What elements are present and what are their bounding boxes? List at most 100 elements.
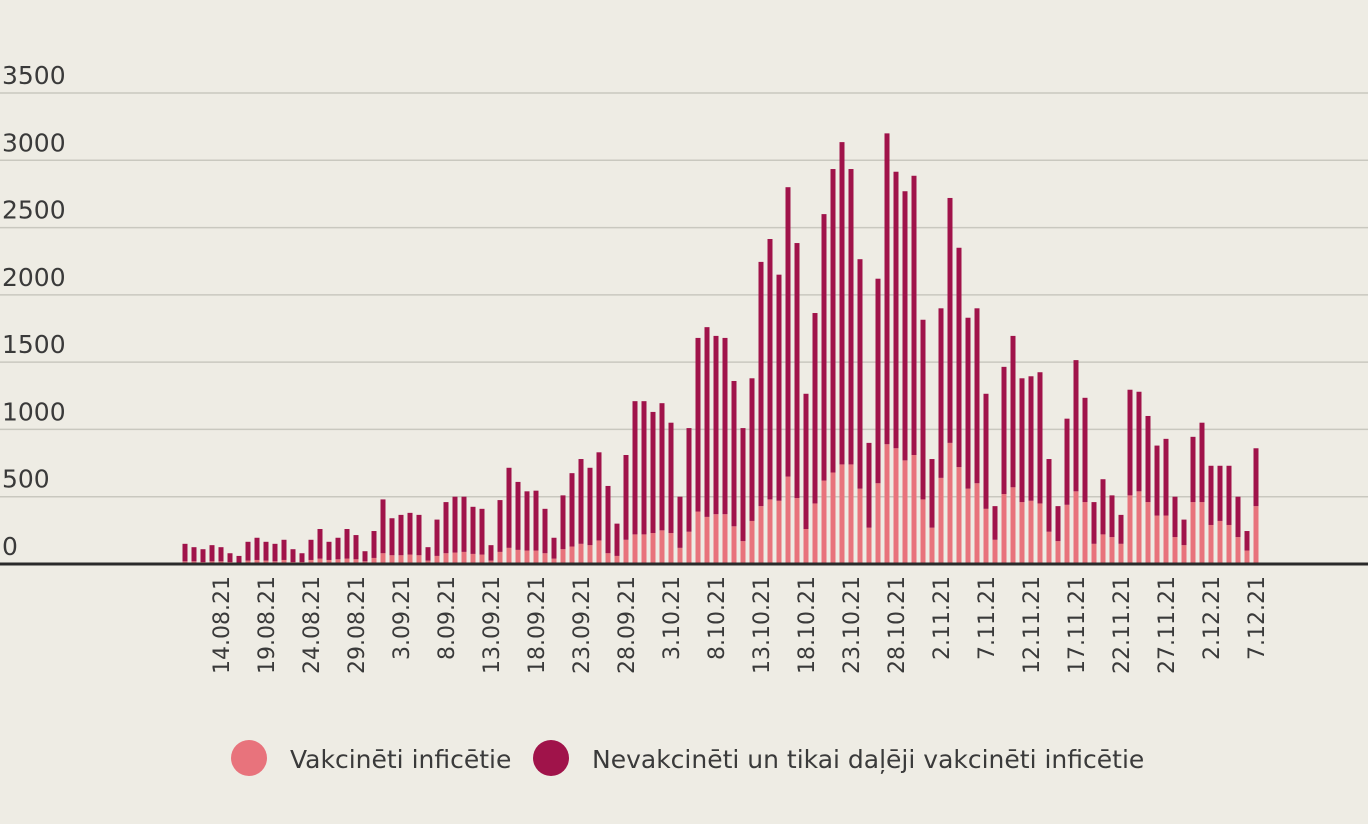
bar-segment (326, 559, 332, 564)
bar-segment (254, 559, 260, 564)
bar-segment (1001, 366, 1007, 495)
bar-segment (686, 531, 692, 564)
bar-segment (938, 477, 944, 564)
x-tick-label: 27.11.21 (1155, 576, 1180, 674)
bar-segment (731, 526, 737, 564)
x-tick-label: 13.10.21 (750, 576, 775, 674)
bar-segment (389, 555, 395, 564)
bar-segment (641, 534, 647, 564)
bar-segment (353, 559, 359, 564)
bar-segment (956, 467, 962, 564)
bar-segment (488, 560, 494, 564)
bar-segment (803, 393, 809, 530)
bar-segment (1217, 520, 1223, 564)
bar-segment (1163, 515, 1169, 564)
bar-segment (695, 337, 701, 512)
bar-segment (776, 500, 782, 564)
bar-segment (785, 476, 791, 564)
bar-segment (1028, 500, 1034, 564)
bar-segment (1145, 502, 1151, 564)
bar-segment (1244, 531, 1250, 551)
x-tick-label: 23.10.21 (840, 576, 865, 674)
bar-segment (1136, 391, 1142, 492)
bar-segment (551, 537, 557, 559)
bar-segment (1190, 436, 1196, 503)
bar-segment (317, 558, 323, 564)
bar-segment (290, 549, 296, 562)
bar-segment (560, 549, 566, 564)
bar-segment (902, 460, 908, 564)
x-tick-label: 7.11.21 (975, 576, 1000, 660)
bar-segment (1037, 503, 1043, 564)
bar-segment (263, 560, 269, 564)
bar-segment (326, 541, 332, 560)
bar-segment (1109, 495, 1115, 538)
y-tick-label: 1500 (2, 330, 66, 359)
bar-segment (605, 485, 611, 554)
bar-segment (848, 169, 854, 465)
bar-segment (1019, 378, 1025, 503)
bar-segment (704, 327, 710, 517)
bar-segment (416, 514, 422, 556)
bar-segment (308, 539, 314, 560)
bar-segment (641, 401, 647, 535)
x-tick-label: 23.09.21 (570, 576, 595, 674)
bar-segment (1172, 496, 1178, 538)
bar-segment (1208, 465, 1214, 525)
y-tick-label: 0 (2, 532, 18, 561)
bar-segment (614, 555, 620, 564)
bar-segment (182, 543, 188, 562)
bar-segment (371, 557, 377, 564)
bar-segment (1127, 389, 1133, 496)
bar-segment (857, 488, 863, 564)
bar-segment (758, 506, 764, 564)
bar-segment (659, 530, 665, 564)
bar-segment (947, 442, 953, 564)
bar-segment (1154, 445, 1160, 516)
x-tick-label: 28.10.21 (885, 576, 910, 674)
bar-segment (749, 520, 755, 564)
bar-segment (929, 459, 935, 528)
y-tick-label: 3500 (2, 61, 66, 90)
bar-segment (335, 559, 341, 564)
bar-segment (596, 540, 602, 564)
bar-segment (578, 459, 584, 544)
bar-segment (371, 531, 377, 558)
bar-segment (1037, 372, 1043, 504)
bar-segment (353, 535, 359, 560)
bar-segment (1091, 543, 1097, 564)
bar-segment (1010, 335, 1016, 488)
bar-segment (911, 454, 917, 564)
bar-segment (1226, 465, 1232, 525)
bar-segment (524, 550, 530, 564)
bar-segment (1100, 534, 1106, 564)
bar-segment (254, 537, 260, 560)
bar-segment (965, 488, 971, 564)
bar-segment (245, 541, 251, 561)
x-tick-label: 24.08.21 (300, 576, 325, 674)
bar-segment (812, 313, 818, 504)
bar-segment (929, 527, 935, 564)
bar-segment (740, 428, 746, 542)
bar-segment (794, 498, 800, 564)
x-tick-label: 3.09.21 (390, 576, 415, 660)
bar-segment (1253, 506, 1259, 564)
bar-segment (344, 529, 350, 559)
bar-segment (479, 554, 485, 564)
bar-segment (839, 464, 845, 564)
y-tick-label: 2500 (2, 196, 66, 225)
bar-segment (506, 547, 512, 564)
bar-segment (830, 472, 836, 564)
bar-segment (1028, 376, 1034, 501)
bar-segment (668, 422, 674, 534)
bar-segment (443, 553, 449, 564)
bar-segment (1127, 495, 1133, 564)
bar-segment (281, 539, 287, 560)
x-tick-label: 22.11.21 (1110, 576, 1135, 674)
bar-segment (434, 519, 440, 556)
bar-segment (236, 555, 242, 563)
bar-segment (848, 464, 854, 564)
bar-segment (245, 560, 251, 564)
bar-segment (920, 499, 926, 564)
bar-segment (884, 133, 890, 445)
